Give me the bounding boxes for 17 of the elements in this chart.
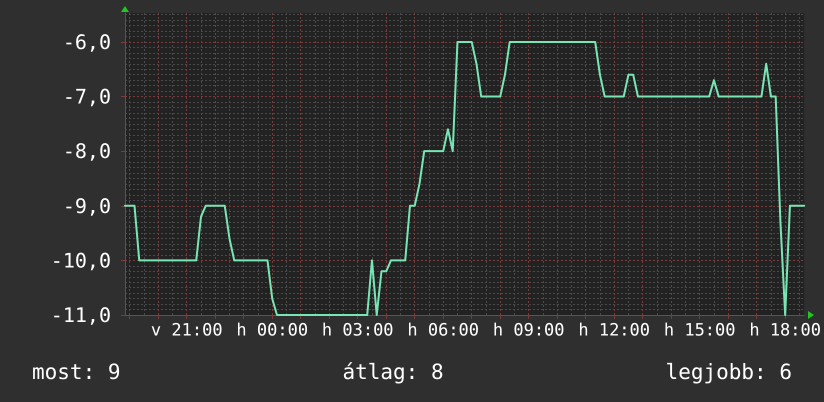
x-tick-label: v 21:00 [150, 320, 223, 340]
x-tick-label: h 09:00 [492, 320, 565, 340]
x-tick-label: h 18:00 [749, 320, 822, 340]
y-tick-label: -11,0 [50, 303, 111, 327]
x-tick-label: h 00:00 [236, 320, 308, 340]
text: legjobb: 6 [666, 360, 792, 384]
text: átlag: 8 [342, 360, 444, 384]
text: most: 9 [32, 360, 121, 384]
x-tick-label: h 12:00 [578, 320, 650, 340]
y-tick-label: -10,0 [50, 248, 111, 272]
y-tick-label: -7,0 [62, 84, 111, 109]
y-tick-label: -6,0 [62, 30, 111, 54]
y-tick-label: -8,0 [62, 139, 111, 164]
x-tick-label: h 15:00 [664, 320, 736, 340]
y-tick-label: -9,0 [62, 194, 111, 218]
x-tick-label: h 06:00 [407, 320, 480, 340]
x-tick-label: h 03:00 [322, 320, 394, 340]
